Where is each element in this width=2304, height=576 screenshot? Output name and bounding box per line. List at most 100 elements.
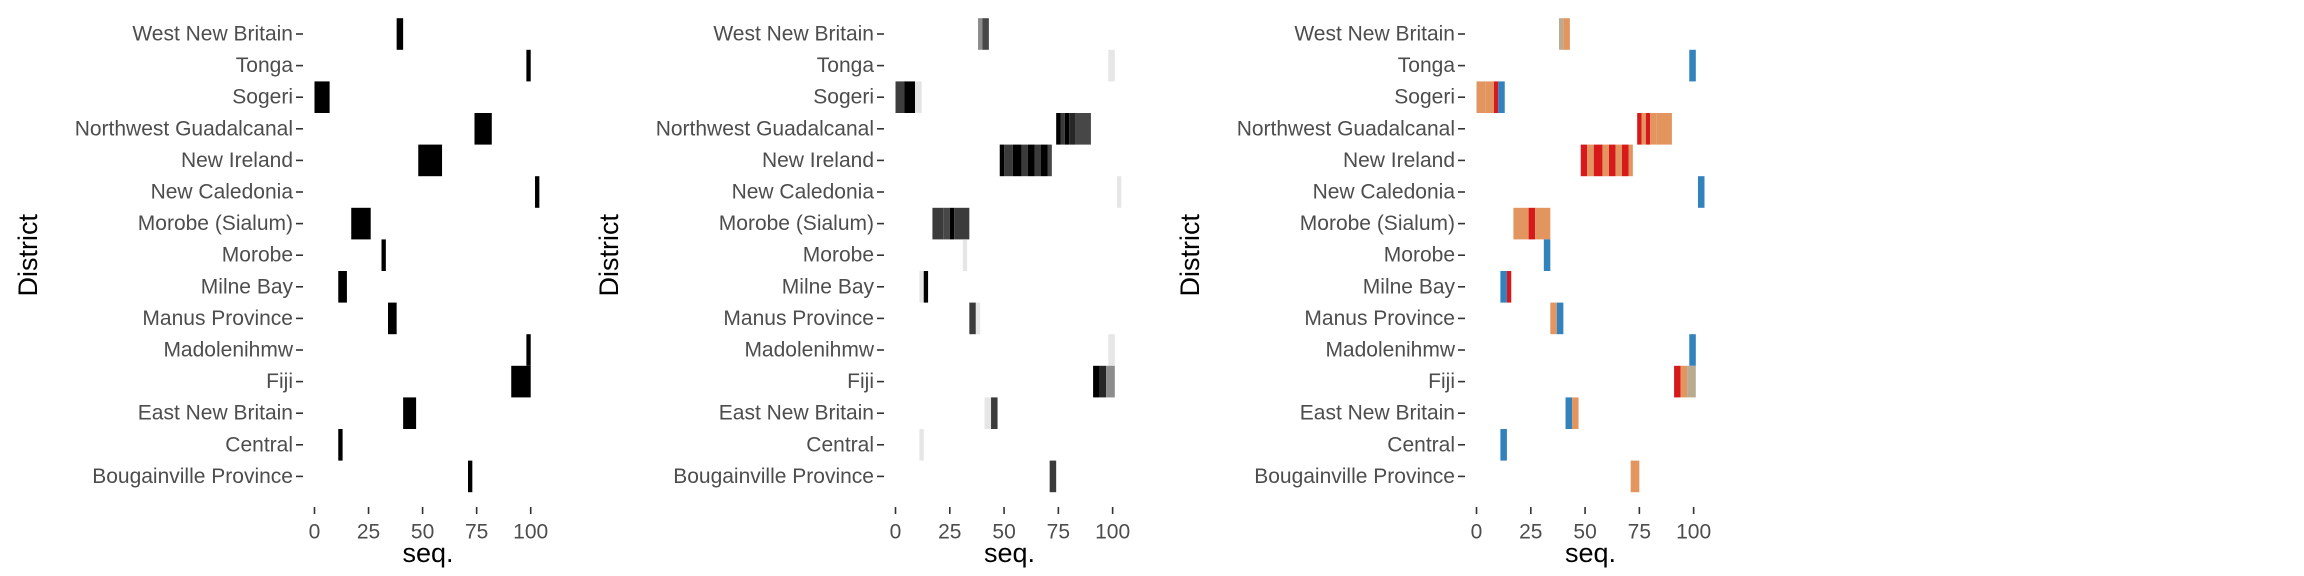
tile-bougainville-province: [1049, 460, 1057, 493]
tile-manus-province: [1550, 302, 1557, 335]
tile-morobe-sialum: [1513, 207, 1529, 240]
tile-milne-bay: [338, 271, 347, 303]
y-tick-label: Morobe: [803, 244, 874, 267]
x-tick-label: 50: [992, 520, 1015, 543]
tile-northwest-guadalcanal: [1060, 113, 1065, 145]
tile-sogeri: [1485, 81, 1494, 113]
x-axis-title: seq.: [1565, 538, 1616, 568]
tile-east-new-britain: [1565, 397, 1573, 429]
y-tick-label: Tonga: [236, 54, 294, 77]
y-tick-label: New Caledonia: [1313, 181, 1456, 204]
y-tick-label: Fiji: [847, 370, 874, 393]
tile-fiji: [1674, 365, 1681, 398]
y-tick-label: Sogeri: [232, 86, 293, 109]
x-tick-label: 75: [1047, 520, 1070, 543]
y-tick-label: Morobe (Sialum): [719, 212, 874, 235]
tile-northwest-guadalcanal: [1645, 113, 1651, 145]
y-tick-label: West New Britain: [1294, 23, 1455, 46]
y-tick-label: Milne Bay: [782, 275, 875, 298]
tile-morobe: [962, 239, 968, 271]
tile-new-ireland: [1034, 144, 1041, 177]
tile-east-new-britain: [1572, 397, 1579, 429]
tile-northwest-guadalcanal: [1056, 113, 1061, 145]
tile-morobe: [381, 239, 386, 271]
y-tick-label: New Ireland: [1343, 149, 1455, 172]
tile-sogeri: [314, 81, 330, 113]
tile-new-ireland: [1587, 144, 1594, 177]
tile-northwest-guadalcanal: [1650, 113, 1657, 145]
tile-west-new-britain: [982, 18, 989, 50]
tile-tonga: [1689, 49, 1696, 82]
tile-milne-bay: [919, 271, 924, 303]
x-tick-label: 75: [1628, 520, 1651, 543]
chart-panel-black: West New Britain Tonga Sogeri Northwest Gua…: [13, 18, 548, 568]
y-tick-label: Bougainville Province: [1254, 465, 1455, 488]
y-tick-label: Sogeri: [813, 86, 874, 109]
y-tick-label: Northwest Guadalcanal: [1237, 117, 1455, 140]
tile-new-ireland: [1021, 144, 1028, 177]
y-tick-label: Madolenihmw: [1325, 339, 1455, 362]
tile-fiji: [511, 365, 531, 398]
tile-milne-bay: [923, 271, 929, 303]
tile-morobe-sialum: [932, 207, 944, 240]
y-tick-label: West New Britain: [713, 23, 874, 46]
x-tick-label: 100: [1676, 520, 1711, 543]
y-tick-label: Sogeri: [1394, 86, 1455, 109]
y-tick-label: Tonga: [1398, 54, 1456, 77]
tile-fiji: [1093, 365, 1100, 398]
x-tick-label: 0: [309, 520, 321, 543]
tile-fiji: [1687, 365, 1696, 398]
tile-manus-province: [975, 302, 981, 335]
tile-new-ireland: [1047, 144, 1052, 177]
tile-sogeri: [915, 81, 922, 113]
tile-sogeri: [895, 81, 905, 113]
y-tick-label: West New Britain: [132, 23, 293, 46]
tile-fiji: [1680, 365, 1688, 398]
tile-milne-bay: [1506, 271, 1512, 303]
tile-morobe: [1543, 239, 1551, 271]
tile-new-ireland: [1040, 144, 1048, 177]
tile-morobe-sialum: [954, 207, 970, 240]
chart-panel-color: West New Britain Tonga Sogeri Northwest Gua…: [1175, 18, 1711, 568]
tile-madolenihmw: [1108, 334, 1115, 366]
tile-east-new-britain: [984, 397, 992, 429]
tile-morobe-sialum: [351, 207, 371, 240]
tile-new-ireland: [1004, 144, 1013, 177]
y-tick-label: Manus Province: [1304, 307, 1455, 330]
y-tick-label: Manus Province: [142, 307, 293, 330]
tile-morobe-sialum: [943, 207, 950, 240]
tile-west-new-britain: [1559, 18, 1564, 50]
tile-northwest-guadalcanal: [1637, 113, 1642, 145]
y-tick-label: New Caledonia: [732, 181, 875, 204]
tile-new-ireland: [1027, 144, 1035, 177]
y-tick-label: Manus Province: [723, 307, 874, 330]
tile-tonga: [1108, 49, 1115, 82]
tile-sogeri: [1498, 81, 1505, 113]
y-axis-title: District: [1175, 213, 1205, 296]
tile-new-ireland: [1621, 144, 1629, 177]
tile-bougainville-province: [1630, 460, 1640, 493]
y-tick-label: Milne Bay: [1363, 275, 1456, 298]
tile-central: [919, 429, 924, 461]
tile-new-ireland: [418, 144, 443, 177]
chart-panel-grey: West New Britain Tonga Sogeri Northwest Gua…: [594, 18, 1130, 568]
y-tick-label: Madolenihmw: [744, 339, 874, 362]
y-tick-label: Morobe (Sialum): [1300, 212, 1455, 235]
tile-east-new-britain: [403, 397, 417, 429]
x-axis-title: seq.: [984, 538, 1035, 568]
y-tick-label: Central: [1387, 433, 1455, 456]
tile-west-new-britain: [978, 18, 983, 50]
tile-northwest-guadalcanal: [1064, 113, 1070, 145]
x-tick-label: 75: [465, 520, 488, 543]
tile-manus-province: [969, 302, 976, 335]
tile-sogeri: [1476, 81, 1486, 113]
x-tick-label: 25: [1519, 520, 1542, 543]
tile-new-ireland: [1012, 144, 1022, 177]
y-tick-label: East New Britain: [1300, 402, 1455, 425]
tile-west-new-britain: [1563, 18, 1570, 50]
tile-madolenihmw: [526, 334, 531, 366]
tile-sogeri: [904, 81, 916, 113]
x-axis-title: seq.: [402, 538, 453, 568]
tile-central: [1500, 429, 1507, 461]
